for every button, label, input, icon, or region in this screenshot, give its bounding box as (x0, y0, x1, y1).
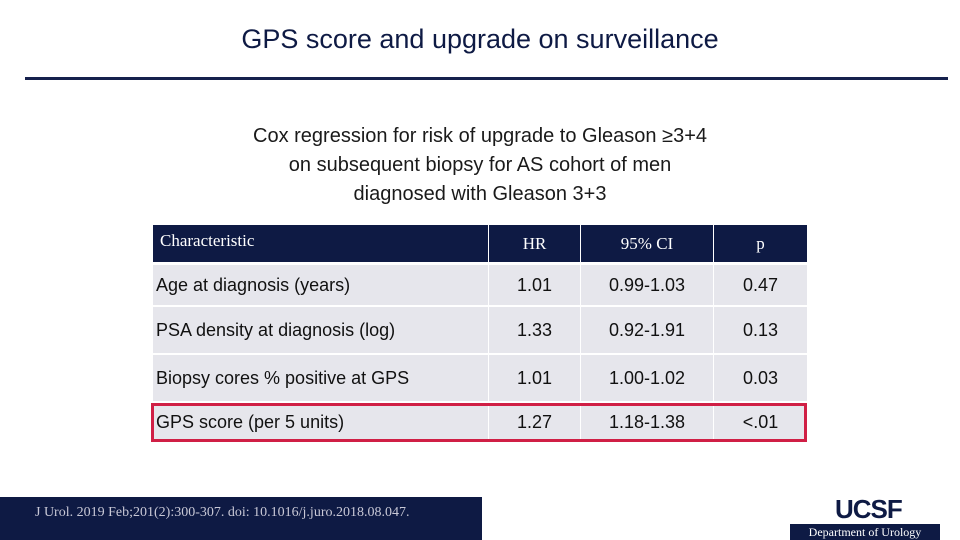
table-cell: Age at diagnosis (years) (153, 265, 488, 305)
table-cell: 0.99-1.03 (581, 265, 713, 305)
table-cell: 1.18-1.38 (581, 403, 713, 441)
table-cell: Biopsy cores % positive at GPS (153, 355, 488, 401)
title-rule (25, 77, 948, 80)
table-cell: PSA density at diagnosis (log) (153, 307, 488, 353)
footer-bar (0, 497, 482, 540)
slide-title: GPS score and upgrade on surveillance (241, 24, 719, 54)
table-cell: GPS score (per 5 units) (153, 403, 488, 441)
subtitle-line: on subsequent biopsy for AS cohort of me… (288, 154, 672, 176)
table-cell: 0.92-1.91 (581, 307, 713, 353)
table-cell: 0.47 (714, 265, 807, 305)
table-cell: 1.01 (489, 355, 580, 401)
column-header: HR (489, 225, 580, 262)
table-cell: 1.27 (489, 403, 580, 441)
table-cell: 0.03 (714, 355, 807, 401)
subtitle-line: Cox regression for risk of upgrade to Gl… (253, 125, 707, 147)
subtitle: Cox regression for risk of upgrade to Gl… (0, 122, 960, 209)
table-cell: 1.00-1.02 (581, 355, 713, 401)
column-header: 95% CI (581, 225, 713, 262)
table-cell: 0.13 (714, 307, 807, 353)
table-cell: 1.01 (489, 265, 580, 305)
citation: J Urol. 2019 Feb;201(2):300-307. doi: 10… (35, 505, 410, 520)
table-cell: <.01 (714, 403, 807, 441)
column-header: Characteristic (153, 225, 488, 262)
department: Department of Urology (790, 524, 940, 540)
table-cell: 1.33 (489, 307, 580, 353)
subtitle-line: diagnosed with Gleason 3+3 (353, 183, 607, 205)
column-header: p (714, 225, 807, 262)
logo: UCSF (835, 494, 903, 524)
highlight-box (151, 403, 807, 442)
